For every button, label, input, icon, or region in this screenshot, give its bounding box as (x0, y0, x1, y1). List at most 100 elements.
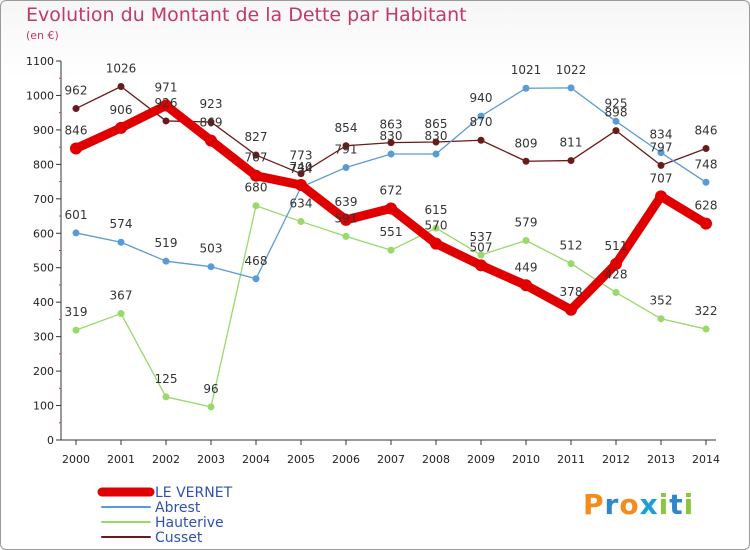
data-label: 1022 (556, 63, 587, 77)
data-label: 748 (695, 157, 718, 171)
data-label: 628 (695, 199, 718, 213)
data-label: 125 (155, 372, 178, 386)
data-point (115, 121, 127, 134)
x-tick-label: 2000 (62, 453, 90, 466)
data-label: 1026 (106, 61, 137, 75)
y-tick-label: 300 (33, 331, 54, 344)
data-point (72, 229, 80, 237)
x-tick-label: 2012 (602, 453, 630, 466)
data-label: 591 (335, 211, 358, 225)
data-label: 827 (245, 130, 268, 144)
data-point (612, 289, 620, 297)
x-tick-label: 2003 (197, 453, 225, 466)
data-point (117, 82, 125, 90)
legend-label: Abrest (155, 500, 201, 516)
data-label: 846 (695, 124, 718, 138)
data-point (700, 217, 712, 230)
data-point (207, 118, 215, 126)
data-label: 378 (560, 285, 583, 299)
y-tick-label: 1000 (26, 89, 54, 102)
data-point (387, 150, 395, 158)
data-label: 962 (65, 84, 88, 98)
data-label: 639 (335, 195, 358, 209)
data-point (522, 237, 530, 245)
data-point (565, 303, 577, 316)
data-label: 1021 (511, 63, 542, 77)
data-label: 634 (290, 197, 313, 211)
data-point (207, 263, 215, 271)
data-point (657, 315, 665, 323)
data-label: 863 (380, 118, 403, 132)
data-label: 601 (65, 208, 88, 222)
x-tick-label: 2008 (422, 453, 450, 466)
x-tick-label: 2005 (287, 453, 315, 466)
y-tick-label: 700 (33, 193, 54, 206)
data-label: 791 (335, 142, 358, 156)
x-tick-label: 2014 (692, 453, 720, 466)
x-tick-label: 2001 (107, 453, 135, 466)
data-point (612, 117, 620, 125)
data-point (387, 139, 395, 147)
data-point (522, 84, 530, 92)
x-tick-label: 2002 (152, 453, 180, 466)
logo-letter: o (619, 488, 640, 521)
data-label: 96 (203, 382, 218, 396)
x-tick-label: 2011 (557, 453, 585, 466)
data-label: 537 (470, 230, 493, 244)
y-tick-label: 800 (33, 158, 54, 171)
data-label: 925 (605, 96, 628, 110)
x-tick-label: 2013 (647, 453, 675, 466)
logo-letter: i (658, 488, 670, 521)
data-point (340, 213, 352, 226)
data-point (117, 238, 125, 246)
data-label: 773 (290, 149, 313, 163)
data-point (432, 224, 440, 232)
logo-letter: r (604, 488, 620, 521)
data-point (432, 150, 440, 158)
data-label: 574 (110, 217, 133, 231)
data-label: 615 (425, 203, 448, 217)
data-point (567, 260, 575, 268)
data-label: 507 (470, 240, 493, 254)
logo-letter: i (683, 488, 695, 521)
data-point (657, 161, 665, 169)
data-point (297, 218, 305, 226)
data-label: 740 (290, 160, 313, 174)
legend-label: LE VERNET (155, 485, 233, 501)
data-label: 926 (155, 96, 178, 110)
y-tick-label: 900 (33, 124, 54, 137)
data-label: 940 (470, 91, 493, 105)
data-point (160, 99, 172, 112)
data-label: 570 (425, 219, 448, 233)
y-tick-label: 200 (33, 365, 54, 378)
data-label: 854 (335, 121, 358, 135)
y-tick-label: 500 (33, 262, 54, 275)
data-point (430, 237, 442, 250)
data-point (117, 310, 125, 318)
data-label: 551 (380, 225, 403, 239)
x-tick-label: 2010 (512, 453, 540, 466)
data-label: 672 (380, 183, 403, 197)
data-point (342, 142, 350, 150)
x-tick-label: 2007 (377, 453, 405, 466)
data-label: 797 (650, 140, 673, 154)
data-point (252, 202, 260, 210)
legend-label: Hauterive (155, 515, 224, 531)
data-point (702, 178, 710, 186)
proxiti-logo: Proxiti (583, 488, 694, 521)
data-point (520, 279, 532, 292)
data-point (477, 251, 485, 259)
data-point (702, 145, 710, 153)
data-label: 846 (65, 124, 88, 138)
data-point (72, 105, 80, 113)
data-point (387, 246, 395, 254)
data-label: 869 (200, 116, 223, 130)
data-label: 367 (110, 289, 133, 303)
data-point (70, 142, 82, 155)
data-label: 322 (695, 304, 718, 318)
chart-title: Evolution du Montant de la Dette par Hab… (26, 4, 467, 26)
data-label: 449 (515, 260, 538, 274)
y-tick-label: 1100 (26, 55, 54, 68)
data-label: 352 (650, 294, 673, 308)
